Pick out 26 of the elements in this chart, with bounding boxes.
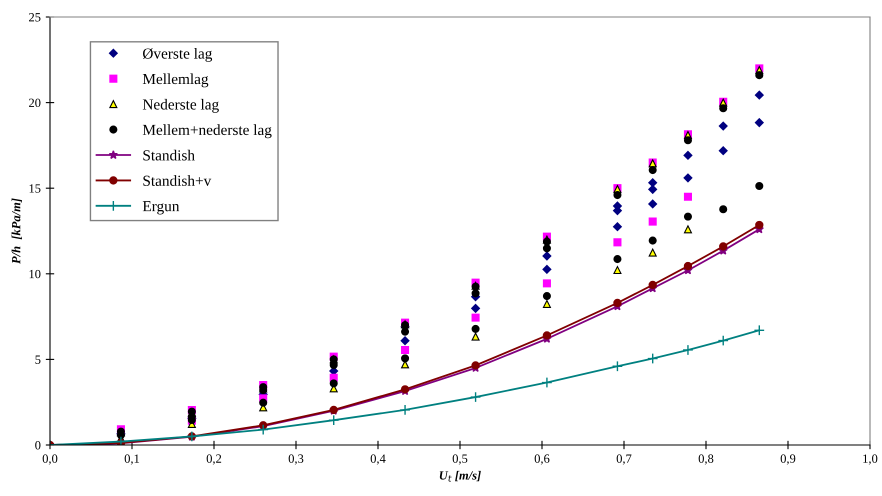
legend-label: Mellemlag	[142, 73, 208, 88]
y-tick-label: 25	[29, 13, 40, 22]
x-tick-label: 0,7	[616, 454, 632, 465]
y-tick-label: 0	[35, 441, 40, 450]
x-tick-label: 0,5	[452, 454, 468, 465]
x-tick-label: 0,1	[124, 454, 140, 465]
x-tick-label: 0,9	[780, 454, 796, 465]
x-tick-label: 0,8	[698, 454, 714, 465]
y-tick-label: 15	[30, 184, 40, 193]
legend-label: Nederste lag	[142, 98, 219, 113]
x-axis-title: U$_{t}$ [m/s]	[440, 470, 481, 482]
x-tick-label: 0,6	[534, 454, 550, 465]
x-tick-label: 0,3	[288, 454, 304, 465]
legend-label: Øverste lag	[143, 48, 212, 62]
y-tick-label: 10	[30, 270, 40, 278]
legend-label: Mellem+nederste lag	[142, 124, 272, 138]
y-axis-title: P/h [kPa/m]	[12, 198, 22, 264]
y-tick-label: 20	[29, 98, 40, 108]
x-tick-label: 0,2	[206, 454, 222, 465]
x-tick-label: 1,0	[863, 454, 878, 465]
legend-label: Ergun	[142, 201, 180, 214]
x-tick-label: 0,0	[42, 454, 58, 465]
legend-label: Standish	[143, 150, 195, 161]
y-tick-label: 5	[35, 356, 40, 364]
legend-label: Standish+v	[143, 175, 212, 186]
x-tick-label: 0,4	[370, 454, 386, 465]
